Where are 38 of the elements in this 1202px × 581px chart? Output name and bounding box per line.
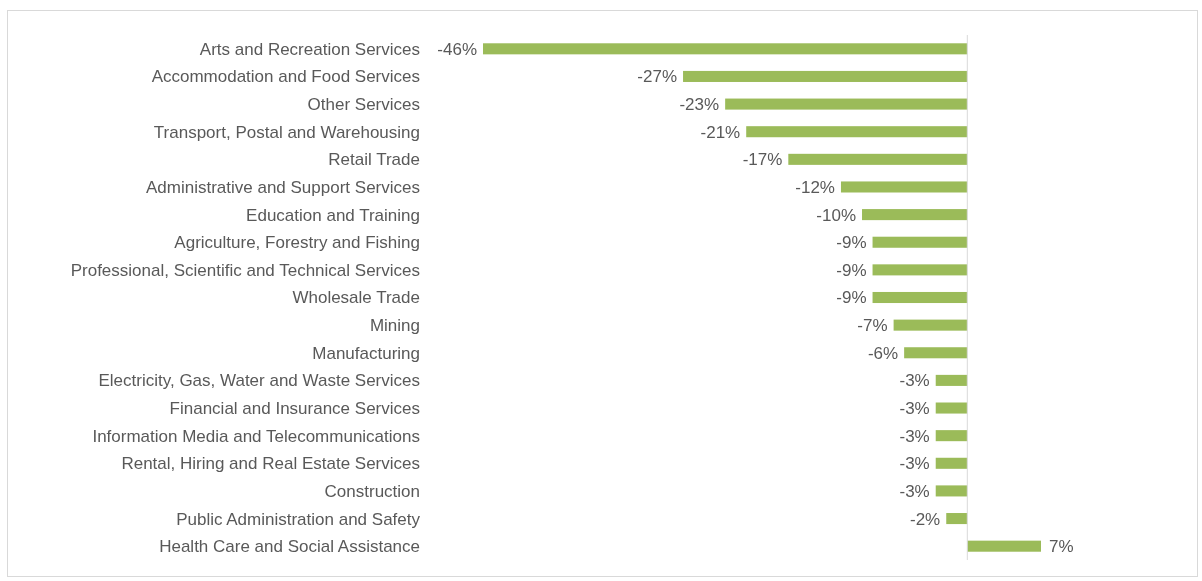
data-label: -6%: [867, 343, 899, 363]
data-label: -10%: [816, 205, 857, 225]
data-label: -3%: [899, 426, 930, 446]
y-tick-label: Construction: [324, 481, 420, 501]
y-tick-label: Administrative and Support Services: [145, 177, 420, 197]
data-label: -46%: [437, 39, 477, 59]
data-label: -3%: [899, 371, 930, 391]
data-label: -9%: [836, 233, 867, 253]
y-tick-label: Arts and Recreation Services: [199, 39, 420, 59]
data-label: -3%: [899, 454, 930, 474]
data-label: -23%: [679, 95, 720, 115]
y-tick-label: Public Administration and Safety: [176, 509, 421, 529]
y-tick-label: Education and Training: [246, 205, 420, 225]
data-label: 7%: [1049, 537, 1074, 557]
data-label: -3%: [899, 398, 930, 418]
data-label: -17%: [742, 150, 783, 170]
y-tick-label: Manufacturing: [312, 343, 420, 363]
data-label: -7%: [857, 316, 888, 336]
y-tick-label: Retail Trade: [328, 150, 420, 170]
y-tick-label: Wholesale Trade: [292, 288, 420, 308]
y-tick-label: Professional, Scientific and Technical Services: [70, 260, 420, 280]
data-label: -9%: [836, 260, 867, 280]
data-label: -3%: [899, 481, 930, 501]
y-tick-label: Financial and Insurance Services: [169, 398, 420, 418]
y-tick-label: Electricity, Gas, Water and Waste Services: [98, 371, 420, 391]
data-label: -27%: [637, 67, 678, 87]
y-tick-label: Health Care and Social Assistance: [159, 537, 420, 557]
y-tick-label: Information Media and Telecommunications: [92, 426, 420, 446]
data-label: -9%: [836, 288, 867, 308]
data-label: -21%: [700, 122, 741, 142]
y-tick-label: Accommodation and Food Services: [151, 67, 420, 87]
data-label: -2%: [910, 509, 941, 529]
data-label: -12%: [795, 177, 835, 197]
y-tick-label: Rental, Hiring and Real Estate Services: [121, 454, 420, 474]
y-tick-label: Other Services: [307, 95, 420, 115]
y-tick-label: Transport, Postal and Warehousing: [153, 122, 420, 142]
y-tick-label: Mining: [369, 316, 420, 336]
y-tick-label: Agriculture, Forestry and Fishing: [174, 233, 420, 253]
